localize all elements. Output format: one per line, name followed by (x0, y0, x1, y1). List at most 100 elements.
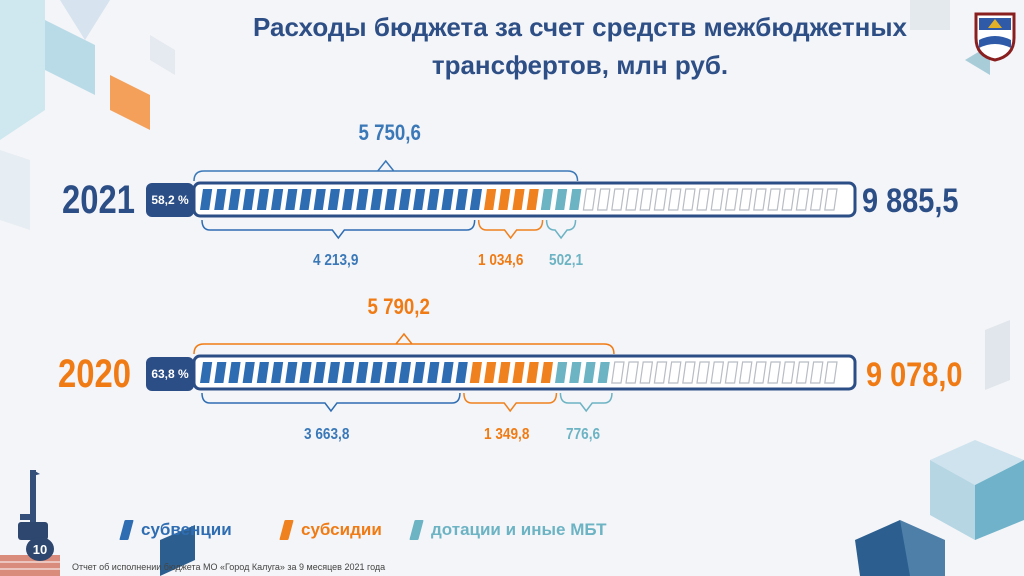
bar-tick-subventions (242, 362, 255, 383)
legend-label: субсидии (301, 520, 382, 539)
bar-tick-subsidies (484, 189, 497, 210)
page-number: 10 (32, 541, 48, 557)
bar-tick-empty (696, 361, 710, 384)
bar-tick-subventions (200, 189, 213, 210)
legend-label: субвенции (141, 520, 232, 539)
bar-tick-subventions (299, 189, 312, 210)
segment-bracket-subsidies (463, 392, 558, 413)
bar-tick-empty (809, 188, 824, 211)
bar-tick-empty (753, 188, 767, 211)
year-label-2021: 2021 (62, 178, 135, 222)
bar-tick-subventions (285, 362, 298, 383)
bar-tick-empty (653, 361, 668, 384)
bar-tick-empty (753, 361, 767, 384)
bar-tick-subventions (342, 189, 355, 210)
bar-tick-subventions (384, 362, 397, 383)
bar-tick-empty (596, 188, 611, 211)
kaluga-coat-of-arms-icon (974, 12, 1016, 62)
share-badge-2020: 63,8 % (146, 357, 194, 391)
bar-tick-empty (710, 361, 725, 384)
bar-tick-subsidies (484, 362, 497, 383)
bar-tick-subventions (200, 362, 213, 383)
bar-tick-dotations (583, 362, 596, 383)
bar-tick-subventions (342, 362, 355, 383)
share-label: 58,2 % (151, 193, 189, 207)
bar-tick-subventions (413, 189, 426, 210)
bar-tick-empty (625, 188, 639, 211)
segment-bracket-dotations (559, 392, 613, 413)
bar-tick-subsidies (469, 362, 482, 383)
legend-item-subsidies: субсидии (279, 520, 382, 540)
bar-tick-subventions (327, 362, 340, 383)
bar-tick-subventions (299, 362, 312, 383)
bar-row-2020 (192, 332, 857, 413)
bar-tick-dotations (555, 362, 568, 383)
bar-tick-empty (682, 188, 696, 211)
bar-tick-subsidies (498, 362, 511, 383)
legend-label: дотации и иные МБТ (431, 520, 607, 539)
share-label: 63,8 % (151, 367, 189, 381)
bar-tick-subventions (242, 189, 255, 210)
bar-row-2021 (192, 159, 857, 240)
bar-tick-empty (781, 188, 796, 211)
bar-tick-subventions (214, 189, 227, 210)
bar-tick-subventions (455, 362, 468, 383)
bar-tick-subventions (469, 189, 482, 210)
bar-tick-empty (582, 188, 597, 211)
bar-tick-subventions (370, 362, 383, 383)
bar-tick-subventions (327, 189, 340, 210)
bar-tick-empty (724, 361, 739, 384)
segment-bracket-subventions (201, 219, 476, 240)
legend-item-dotations: дотации и иные МБТ (409, 520, 607, 540)
bar-tick-empty (724, 188, 739, 211)
bar-tick-empty (738, 188, 753, 211)
bar-tick-empty (781, 361, 796, 384)
bar-tick-subventions (313, 189, 326, 210)
bar-tick-subventions (427, 362, 440, 383)
segment-label-subventions-2020: 3 663,8 (304, 426, 350, 443)
bar-tick-empty (639, 188, 654, 211)
bar-tick-subsidies (540, 362, 553, 383)
bar-tick-empty (667, 188, 682, 211)
bar-tick-subventions (285, 189, 298, 210)
segment-label-dotations-2021: 502,1 (549, 252, 584, 269)
legend-swatch (279, 520, 294, 540)
segment-bracket-dotations (545, 219, 577, 240)
segment-bracket-subventions (201, 392, 461, 413)
bar-tick-subventions (228, 189, 241, 210)
bar-tick-empty (824, 188, 838, 211)
bar-tick-empty (639, 361, 654, 384)
bar-tick-subventions (398, 189, 411, 210)
bar-tick-empty (710, 188, 725, 211)
bar-tick-subsidies (512, 189, 525, 210)
bar-tick-subsidies (512, 362, 525, 383)
bar-tick-subventions (356, 362, 369, 383)
bar-tick-subsidies (526, 362, 539, 383)
transfers-sum-bracket (193, 159, 579, 182)
transfers-sum-label-2021: 5 750,6 (358, 120, 421, 145)
bar-tick-empty (767, 188, 781, 211)
page-title: Расходы бюджета за счет средств межбюдже… (252, 12, 907, 80)
bar-tick-dotations (569, 362, 582, 383)
legend-swatch (409, 520, 424, 540)
page-number-badge: 10 (26, 537, 54, 561)
bar-tick-dotations (569, 189, 582, 210)
bar-tick-subventions (398, 362, 411, 383)
bar-tick-empty (625, 361, 639, 384)
segment-label-dotations-2020: 776,6 (566, 426, 601, 443)
bar-tick-empty (767, 361, 781, 384)
total-label-2020: 9 078,0 (866, 356, 963, 394)
year-label-2020: 2020 (58, 352, 131, 396)
bar-tick-dotations (555, 189, 568, 210)
bar-tick-empty (653, 188, 668, 211)
transfers-sum-bracket (193, 332, 615, 355)
segment-label-subsidies-2021: 1 034,6 (478, 252, 524, 269)
transfers-sum-label-2020: 5 790,2 (367, 294, 430, 319)
bar-tick-empty (667, 361, 682, 384)
total-label-2021: 9 885,5 (862, 182, 959, 220)
bar-tick-subventions (256, 362, 269, 383)
bar-tick-empty (795, 361, 810, 384)
bar-tick-subventions (441, 189, 454, 210)
